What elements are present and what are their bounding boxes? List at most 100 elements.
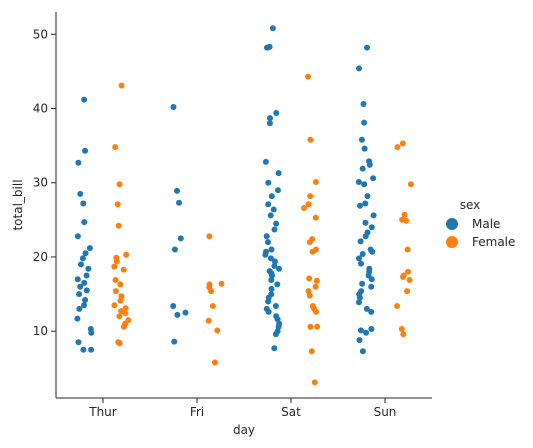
data-point-male <box>264 44 270 51</box>
data-point-male <box>271 345 278 352</box>
x-axis-ticks: Thur Fri Sat Sun <box>88 398 396 419</box>
data-point-female <box>401 211 408 218</box>
data-point-female <box>218 280 225 287</box>
data-point-male <box>265 179 272 186</box>
data-point-male <box>359 251 366 257</box>
x-tick-label: Sat <box>281 405 301 419</box>
data-point-female <box>394 303 401 309</box>
data-point-male <box>79 255 86 262</box>
data-point-male <box>268 246 275 253</box>
data-point-male <box>182 309 189 316</box>
data-point-male <box>171 338 178 345</box>
data-point-male <box>362 219 369 226</box>
data-point-female <box>301 205 308 211</box>
y-axis-ticks: 10 20 30 40 50 <box>33 27 56 338</box>
data-point-male <box>275 323 282 330</box>
data-point-male <box>361 145 368 152</box>
data-point-male <box>272 331 279 338</box>
data-point-female <box>205 317 212 324</box>
data-point-male <box>83 272 90 279</box>
data-point-female <box>307 193 314 200</box>
data-point-male <box>360 101 367 107</box>
data-point-female <box>305 73 311 80</box>
data-point-female <box>115 222 122 229</box>
legend: sex Male Female <box>446 198 515 249</box>
data-point-female <box>122 310 129 317</box>
legend-marker-male <box>446 218 458 230</box>
data-point-female <box>120 266 127 273</box>
data-point-male <box>86 245 93 252</box>
data-point-female <box>313 277 320 284</box>
data-point-male <box>369 248 376 255</box>
data-point-female <box>404 288 411 295</box>
data-point-male <box>171 246 178 253</box>
data-point-male <box>265 308 272 315</box>
data-point-female <box>311 379 318 386</box>
data-point-female <box>118 82 125 89</box>
data-point-male <box>174 187 180 194</box>
data-point-male <box>269 25 276 32</box>
data-point-male <box>363 305 370 312</box>
legend-title: sex <box>460 198 481 212</box>
data-point-female <box>123 251 130 258</box>
data-point-male <box>357 202 363 209</box>
data-point-female <box>117 297 124 304</box>
data-point-male <box>273 110 280 116</box>
data-point-male <box>359 165 366 172</box>
data-point-male <box>77 190 84 197</box>
data-point-male <box>356 299 362 306</box>
data-point-male <box>274 316 281 323</box>
data-point-male <box>370 212 377 219</box>
data-point-female <box>120 323 127 330</box>
data-point-male <box>275 187 281 194</box>
data-point-male <box>81 279 88 286</box>
data-point-male <box>81 302 87 309</box>
data-point-female <box>116 181 123 188</box>
data-point-male <box>271 262 278 269</box>
data-point-male <box>266 120 273 127</box>
data-point-male <box>85 265 92 272</box>
data-point-female <box>211 359 218 366</box>
data-point-male <box>80 346 87 353</box>
data-point-male <box>265 298 272 305</box>
data-point-male <box>81 219 88 226</box>
y-tick-label: 10 <box>33 324 48 338</box>
data-point-female <box>208 288 215 295</box>
data-point-male <box>359 348 366 355</box>
data-point-female <box>116 313 123 320</box>
data-points <box>74 25 414 386</box>
y-axis-label: total_bill <box>11 179 25 230</box>
data-point-male <box>356 337 363 344</box>
data-point-male <box>268 193 275 200</box>
data-point-female <box>400 331 407 338</box>
data-point-male <box>358 136 365 143</box>
legend-label-male: Male <box>472 217 500 231</box>
legend-label-female: Female <box>472 235 515 249</box>
data-point-male <box>81 96 88 103</box>
data-point-female <box>118 293 125 300</box>
data-point-male <box>361 119 368 126</box>
data-point-male <box>357 327 364 334</box>
data-point-male <box>265 239 271 246</box>
data-point-male <box>358 260 364 267</box>
data-point-male <box>74 233 81 240</box>
data-point-female <box>309 248 316 255</box>
data-point-male <box>75 339 82 346</box>
data-point-male <box>76 291 83 298</box>
data-point-female <box>399 140 406 147</box>
data-point-male <box>80 200 87 207</box>
data-point-female <box>394 144 401 151</box>
data-point-male <box>265 201 272 208</box>
data-point-male <box>77 283 84 290</box>
data-point-male <box>364 193 371 200</box>
data-point-female <box>307 323 314 330</box>
data-point-female <box>117 281 124 288</box>
legend-marker-female <box>446 236 458 248</box>
data-point-female <box>307 136 314 143</box>
data-point-male <box>274 281 281 288</box>
data-point-male <box>355 179 362 185</box>
data-point-male <box>273 220 280 227</box>
data-point-male <box>272 303 279 309</box>
data-point-male <box>76 305 83 312</box>
